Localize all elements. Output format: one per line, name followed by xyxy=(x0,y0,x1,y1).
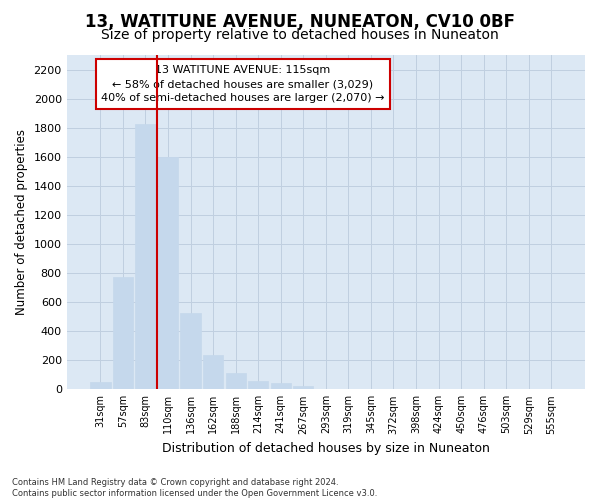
Bar xyxy=(316,388,336,390)
Bar xyxy=(181,313,201,390)
Bar xyxy=(203,355,223,390)
Text: 13 WATITUNE AVENUE: 115sqm
← 58% of detached houses are smaller (3,029)
40% of s: 13 WATITUNE AVENUE: 115sqm ← 58% of deta… xyxy=(101,65,385,103)
Bar xyxy=(158,156,178,390)
Bar xyxy=(113,276,133,390)
Bar xyxy=(90,382,110,390)
Bar xyxy=(293,386,313,390)
Text: Size of property relative to detached houses in Nuneaton: Size of property relative to detached ho… xyxy=(101,28,499,42)
Y-axis label: Number of detached properties: Number of detached properties xyxy=(15,129,28,315)
Text: Contains HM Land Registry data © Crown copyright and database right 2024.
Contai: Contains HM Land Registry data © Crown c… xyxy=(12,478,377,498)
Bar xyxy=(271,384,291,390)
X-axis label: Distribution of detached houses by size in Nuneaton: Distribution of detached houses by size … xyxy=(162,442,490,455)
Text: 13, WATITUNE AVENUE, NUNEATON, CV10 0BF: 13, WATITUNE AVENUE, NUNEATON, CV10 0BF xyxy=(85,12,515,30)
Bar xyxy=(248,380,268,390)
Bar xyxy=(136,124,155,390)
Bar xyxy=(226,374,246,390)
